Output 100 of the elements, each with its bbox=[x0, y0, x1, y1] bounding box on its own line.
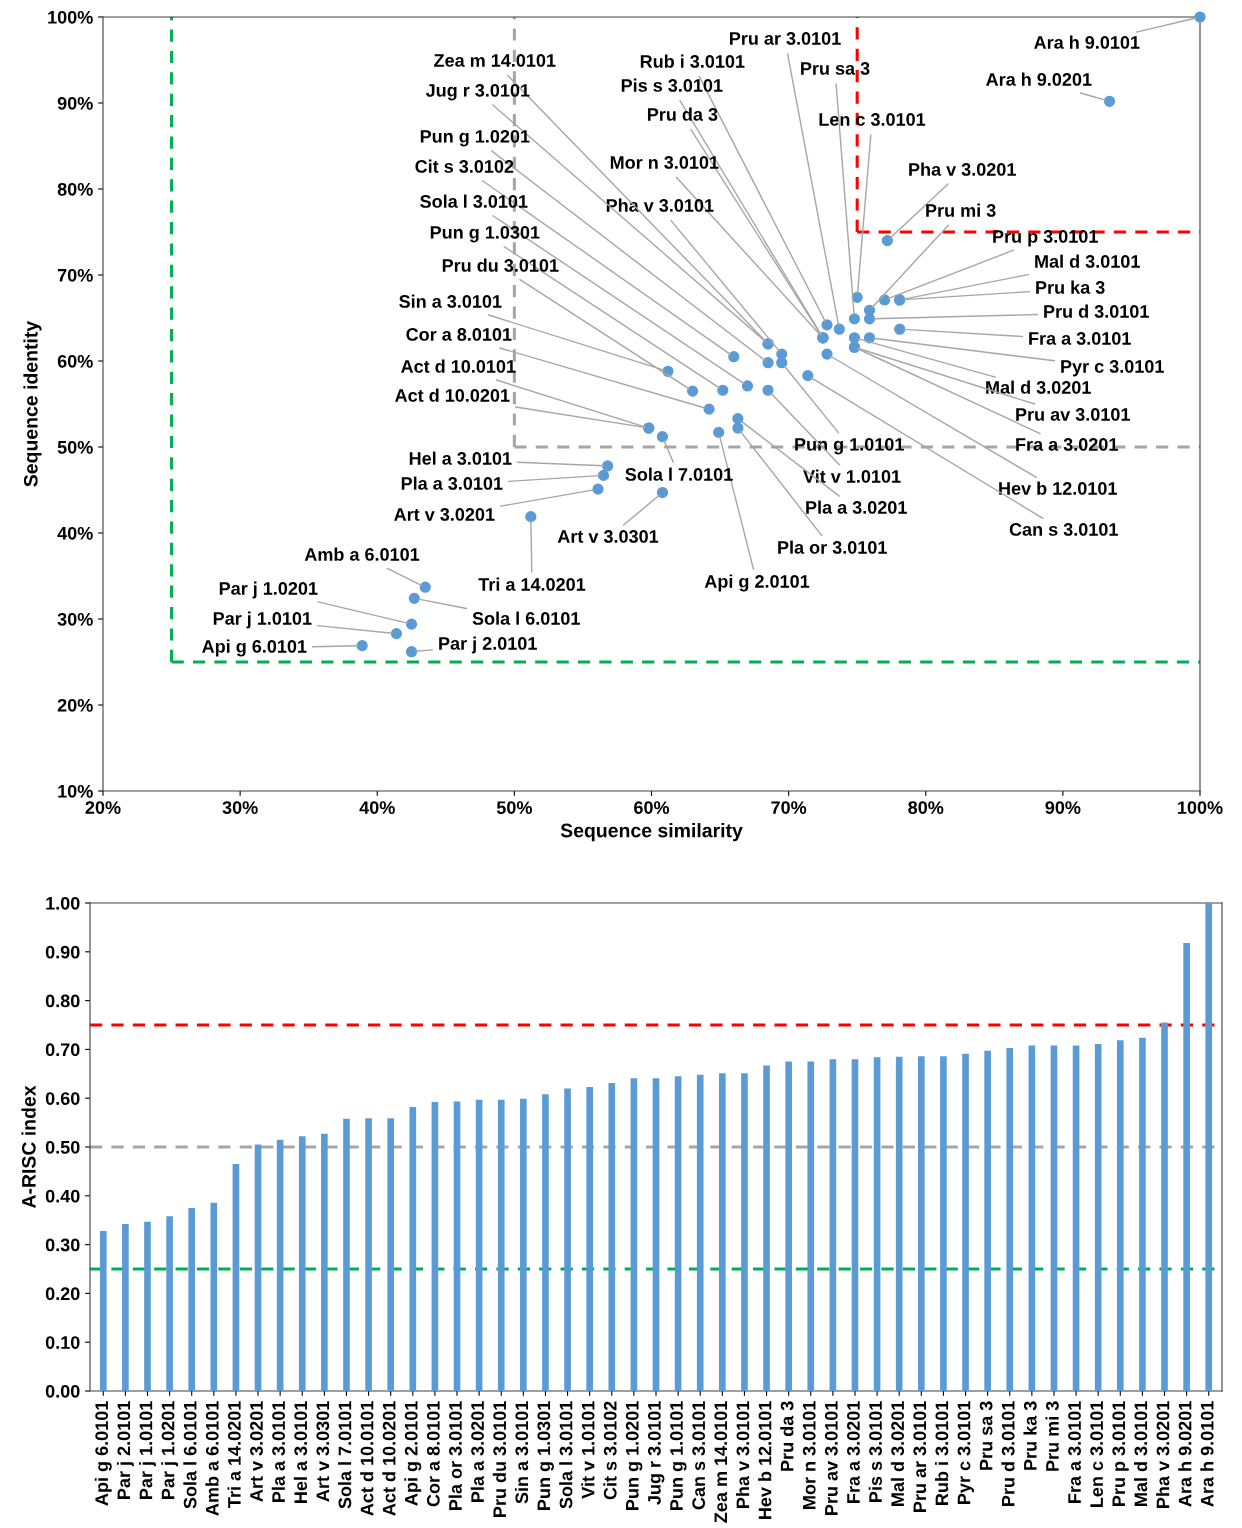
y-tick-label: 0.20 bbox=[45, 1287, 80, 1301]
x-tick-label: Ara h 9.0201 bbox=[1178, 1401, 1192, 1507]
annotation: Pun g 1.0301 bbox=[430, 225, 540, 243]
x-tick-label: Fra a 3.0201 bbox=[847, 1401, 860, 1503]
x-tick-label: Pru av 3.0101 bbox=[824, 1401, 838, 1515]
x-tick-label: Mal d 3.0201 bbox=[890, 1401, 905, 1506]
x-tick-label: Pla a 3.0201 bbox=[470, 1401, 484, 1502]
annotation: Cit s 3.0102 bbox=[415, 159, 514, 173]
annotation: Cor a 8.0101 bbox=[406, 328, 512, 341]
annotation: Pyr c 3.0101 bbox=[1061, 360, 1164, 377]
annotation: Pru p 3.0101 bbox=[993, 230, 1098, 247]
annotation: Pru da 3 bbox=[647, 107, 718, 121]
y-tick-label: 10% bbox=[58, 784, 93, 798]
x-tick-label: Ara h 9.0101 bbox=[1200, 1401, 1214, 1507]
y-tick-label: 60% bbox=[57, 354, 93, 368]
x-tick-label: Pis s 3.0101 bbox=[868, 1401, 882, 1502]
annotation: Zea m 14.0101 bbox=[434, 54, 556, 67]
x-tick-label: Art v 3.0301 bbox=[316, 1401, 330, 1502]
x-tick-label: Sola l 7.0101 bbox=[338, 1401, 352, 1509]
x-tick-label: Zea m 14.0101 bbox=[714, 1401, 728, 1523]
annotation: Pru d 3.0101 bbox=[1044, 304, 1149, 318]
x-tick-label: Pru da 3 bbox=[780, 1401, 794, 1471]
x-tick-label: Api g 6.0101 bbox=[94, 1401, 112, 1506]
annotation: Par j 1.0201 bbox=[219, 581, 318, 599]
annotation: Api g 6.0101 bbox=[202, 639, 307, 657]
x-tick-label: Amb a 6.0101 bbox=[205, 1401, 219, 1516]
annotation: Act d 10.0101 bbox=[401, 359, 516, 373]
x-tick-label: Vit v 1.0101 bbox=[581, 1401, 595, 1499]
annotation: Amb a 6.0101 bbox=[304, 547, 420, 561]
x-tick-label: 60% bbox=[634, 801, 670, 814]
y-axis-title: A-RISC index bbox=[21, 1085, 36, 1209]
x-tick-label: Tri a 14.0201 bbox=[227, 1401, 241, 1508]
x-tick-label: Act d 10.0101 bbox=[360, 1401, 374, 1516]
annotation: Api g 2.0101 bbox=[704, 574, 810, 592]
x-tick-label: Hev b 12.0101 bbox=[758, 1401, 772, 1519]
x-tick-label: 50% bbox=[496, 801, 532, 814]
x-tick-label: Hel a 3.0101 bbox=[293, 1401, 308, 1503]
x-tick-label: Pun g 1.0301 bbox=[537, 1401, 554, 1510]
y-tick-label: 30% bbox=[57, 612, 93, 626]
y-tick-label: 90% bbox=[57, 96, 93, 110]
x-tick-label: Cit s 3.0102 bbox=[603, 1401, 617, 1500]
x-tick-label: Pru sa 3 bbox=[979, 1401, 993, 1470]
x-tick-label: Pla or 3.0101 bbox=[448, 1401, 462, 1510]
x-tick-label: Pru du 3.0101 bbox=[492, 1401, 507, 1517]
x-tick-label: Pyr c 3.0101 bbox=[957, 1401, 974, 1504]
x-tick-label: 80% bbox=[908, 801, 944, 814]
y-tick-label: 20% bbox=[57, 698, 93, 712]
x-tick-label: Jug r 3.0101 bbox=[647, 1401, 665, 1505]
y-tick-label: 0.10 bbox=[45, 1336, 80, 1349]
x-tick-label: Api g 2.0101 bbox=[404, 1401, 422, 1506]
x-tick-label: Sola l 6.0101 bbox=[183, 1401, 197, 1509]
x-tick-label: Pha v 3.0101 bbox=[736, 1401, 750, 1508]
annotation: Sola l 7.0101 bbox=[625, 467, 733, 481]
x-tick-label: Mal d 3.0101 bbox=[1133, 1401, 1148, 1506]
annotation: Art v 3.0201 bbox=[394, 508, 495, 521]
annotation: Pru mi 3 bbox=[926, 203, 996, 217]
annotation: Pru sa 3 bbox=[801, 62, 870, 75]
x-tick-label: Par j 1.0101 bbox=[139, 1401, 156, 1499]
y-tick-label: 1.00 bbox=[46, 896, 80, 910]
y-tick-label: 0.50 bbox=[45, 1140, 80, 1154]
annotation: Art v 3.0301 bbox=[557, 530, 659, 543]
annotation: Par j 2.0101 bbox=[439, 636, 537, 654]
x-tick-label: Sin a 3.0101 bbox=[514, 1401, 529, 1504]
x-tick-label: 70% bbox=[771, 801, 807, 814]
y-axis-title: Sequence identity bbox=[23, 320, 42, 487]
annotation: Ara h 9.0201 bbox=[986, 72, 1092, 86]
annotation: Ara h 9.0101 bbox=[1034, 35, 1140, 49]
annotation: Pru ka 3 bbox=[1036, 280, 1105, 294]
annotation: Can s 3.0101 bbox=[1009, 523, 1118, 536]
annotation: Fra a 3.0201 bbox=[1016, 438, 1118, 451]
annotation: Jug r 3.0101 bbox=[425, 83, 530, 101]
x-tick-label: 90% bbox=[1045, 801, 1081, 814]
x-tick-label: Act d 10.0201 bbox=[382, 1401, 396, 1516]
y-tick-label: 100% bbox=[48, 10, 93, 24]
annotation: Pha v 3.0201 bbox=[909, 162, 1016, 176]
x-tick-label: Sola l 3.0101 bbox=[559, 1401, 573, 1509]
y-tick-label: 0.00 bbox=[45, 1384, 80, 1398]
y-tick-label: 70% bbox=[57, 268, 93, 282]
x-tick-label: Pru mi 3 bbox=[1045, 1401, 1059, 1471]
annotation: Pun g 1.0201 bbox=[420, 129, 530, 147]
annotation: Pla or 3.0101 bbox=[778, 540, 887, 554]
annotation: Hel a 3.0101 bbox=[409, 451, 512, 465]
y-tick-label: 40% bbox=[57, 526, 93, 540]
x-tick-label: Par j 2.0101 bbox=[116, 1401, 134, 1499]
annotation: Sola l 3.0101 bbox=[420, 194, 528, 208]
x-tick-label: 40% bbox=[359, 801, 395, 814]
x-tick-label: Mor n 3.0101 bbox=[802, 1401, 816, 1509]
x-tick-label: Len c 3.0101 bbox=[1090, 1401, 1104, 1507]
annotation: Fra a 3.0101 bbox=[1029, 332, 1131, 345]
x-tick-label: Pru ka 3 bbox=[1023, 1401, 1037, 1470]
annotation: Pru ar 3.0101 bbox=[730, 32, 841, 45]
annotation: Vit v 1.0101 bbox=[803, 469, 901, 483]
annotation: Pru du 3.0101 bbox=[442, 258, 559, 272]
annotation: Pun g 1.0101 bbox=[795, 437, 904, 455]
annotation: Pru av 3.0101 bbox=[1016, 408, 1130, 421]
x-tick-label: 20% bbox=[85, 801, 121, 814]
annotation: Sola l 6.0101 bbox=[472, 611, 580, 625]
x-tick-label: Pun g 1.0101 bbox=[670, 1401, 687, 1510]
x-axis-title: Sequence similarity bbox=[560, 823, 743, 842]
y-tick-label: 80% bbox=[57, 182, 93, 196]
